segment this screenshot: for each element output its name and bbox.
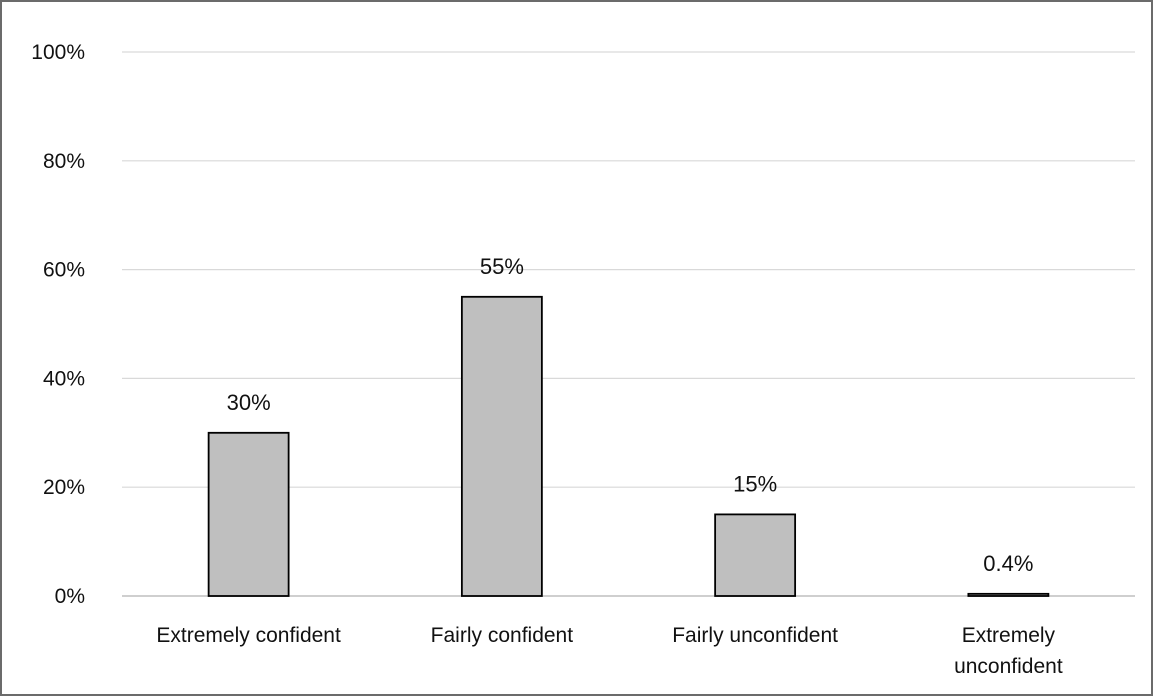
- bar: [207, 431, 290, 597]
- data-label: 30%: [227, 390, 271, 415]
- x-category-label: Extremely confident: [156, 624, 341, 647]
- x-category-label: Fairly unconfident: [672, 624, 838, 647]
- y-tick-label: 80%: [43, 150, 85, 173]
- y-tick-label: 60%: [43, 259, 85, 282]
- data-label: 0.4%: [983, 551, 1033, 576]
- data-label: 15%: [733, 471, 777, 496]
- x-category-label: unconfident: [954, 655, 1063, 678]
- bar: [714, 513, 797, 597]
- bar: [967, 592, 1050, 597]
- bar: [460, 295, 543, 597]
- y-tick-label: 100%: [31, 41, 85, 64]
- y-tick-label: 40%: [43, 367, 85, 390]
- data-label: 55%: [480, 254, 524, 279]
- x-category-label: Fairly confident: [431, 624, 574, 647]
- x-category-label: Extremely: [962, 624, 1056, 647]
- y-tick-label: 0%: [55, 585, 85, 608]
- y-tick-label: 20%: [43, 476, 85, 499]
